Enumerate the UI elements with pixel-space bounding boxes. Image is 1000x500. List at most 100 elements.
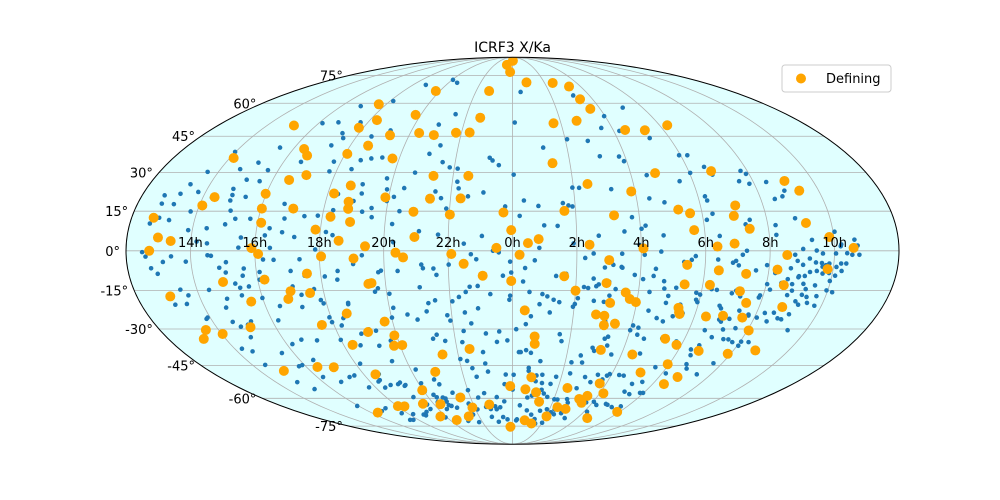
- defining-source-point: [521, 77, 532, 88]
- source-point: [475, 283, 480, 289]
- defining-source-point: [430, 86, 441, 97]
- source-point: [786, 311, 792, 317]
- source-point: [372, 289, 378, 295]
- source-point: [773, 222, 778, 228]
- source-point: [387, 291, 392, 297]
- source-point: [377, 377, 383, 383]
- source-point: [507, 297, 512, 303]
- source-point: [359, 253, 365, 258]
- source-point: [416, 228, 422, 234]
- defining-source-point: [253, 248, 264, 259]
- defining-source-point: [685, 208, 696, 219]
- defining-source-point: [635, 367, 646, 378]
- source-point: [497, 405, 503, 410]
- source-point: [208, 253, 214, 259]
- source-point: [714, 287, 720, 293]
- defining-source-point: [209, 192, 220, 203]
- source-point: [494, 339, 500, 345]
- defining-source-point: [547, 158, 558, 169]
- source-point: [231, 186, 236, 192]
- defining-source-point: [458, 258, 469, 269]
- defining-source-point: [198, 333, 209, 344]
- source-point: [596, 233, 602, 238]
- source-point: [288, 268, 293, 274]
- source-point: [369, 205, 374, 211]
- defining-source-point: [598, 388, 609, 399]
- dec-tick-label: 30°: [130, 167, 153, 182]
- source-point: [445, 312, 450, 318]
- source-point: [802, 273, 808, 279]
- source-point: [640, 276, 646, 282]
- source-point: [291, 234, 297, 240]
- source-point: [528, 350, 534, 356]
- source-point: [651, 273, 656, 279]
- source-point: [448, 318, 453, 323]
- defining-source-point: [673, 204, 684, 215]
- source-point: [432, 298, 438, 303]
- source-point: [397, 380, 403, 385]
- source-point: [544, 394, 550, 400]
- defining-source-point: [620, 125, 631, 136]
- defining-source-point: [408, 206, 419, 217]
- source-point: [171, 201, 177, 207]
- source-point: [395, 268, 400, 274]
- source-point: [570, 204, 575, 209]
- source-point: [598, 125, 604, 131]
- source-point: [345, 301, 351, 307]
- source-point: [687, 170, 693, 176]
- ra-tick-label: 0h: [504, 236, 521, 251]
- source-point: [591, 276, 596, 281]
- source-point: [784, 292, 790, 298]
- defining-source-point: [570, 285, 581, 296]
- source-point: [621, 373, 627, 378]
- source-point: [814, 248, 820, 253]
- source-point: [807, 269, 813, 275]
- defining-source-point: [144, 245, 155, 256]
- source-point: [518, 89, 523, 95]
- defining-source-point: [576, 397, 587, 408]
- source-point: [481, 390, 487, 396]
- source-point: [403, 382, 408, 388]
- defining-source-point: [464, 127, 475, 138]
- source-point: [275, 318, 281, 323]
- defining-source-point: [343, 203, 354, 214]
- source-point: [695, 299, 700, 305]
- defining-source-point: [342, 148, 353, 159]
- source-point: [622, 229, 627, 234]
- source-point: [639, 226, 644, 232]
- source-point: [514, 417, 520, 422]
- defining-source-point: [650, 168, 661, 179]
- source-point: [205, 253, 210, 258]
- source-point: [764, 281, 770, 287]
- source-point: [465, 387, 471, 393]
- defining-source-point: [507, 57, 518, 66]
- source-point: [148, 265, 154, 271]
- source-point: [694, 290, 699, 296]
- source-point: [814, 268, 820, 274]
- source-point: [597, 153, 603, 159]
- source-point: [248, 334, 254, 340]
- defining-source-point: [333, 235, 344, 246]
- source-point: [536, 203, 541, 209]
- source-point: [447, 165, 453, 170]
- source-point: [804, 294, 809, 300]
- defining-source-point: [428, 170, 439, 181]
- defining-source-point: [217, 328, 228, 339]
- grid-meridian: [512, 57, 771, 445]
- source-point: [257, 178, 262, 184]
- source-point: [358, 103, 364, 109]
- dec-tick-label: -15°: [100, 284, 128, 299]
- source-point: [178, 287, 183, 292]
- defining-source-point: [380, 192, 391, 203]
- source-point: [382, 385, 388, 390]
- source-point: [640, 390, 646, 396]
- source-point: [222, 222, 228, 227]
- defining-source-point: [772, 264, 783, 275]
- source-point: [456, 294, 462, 300]
- source-point: [634, 332, 640, 338]
- source-point: [173, 302, 178, 308]
- source-point: [335, 268, 340, 274]
- defining-source-point: [256, 203, 267, 214]
- defining-source-point: [595, 344, 606, 355]
- source-point: [524, 408, 530, 413]
